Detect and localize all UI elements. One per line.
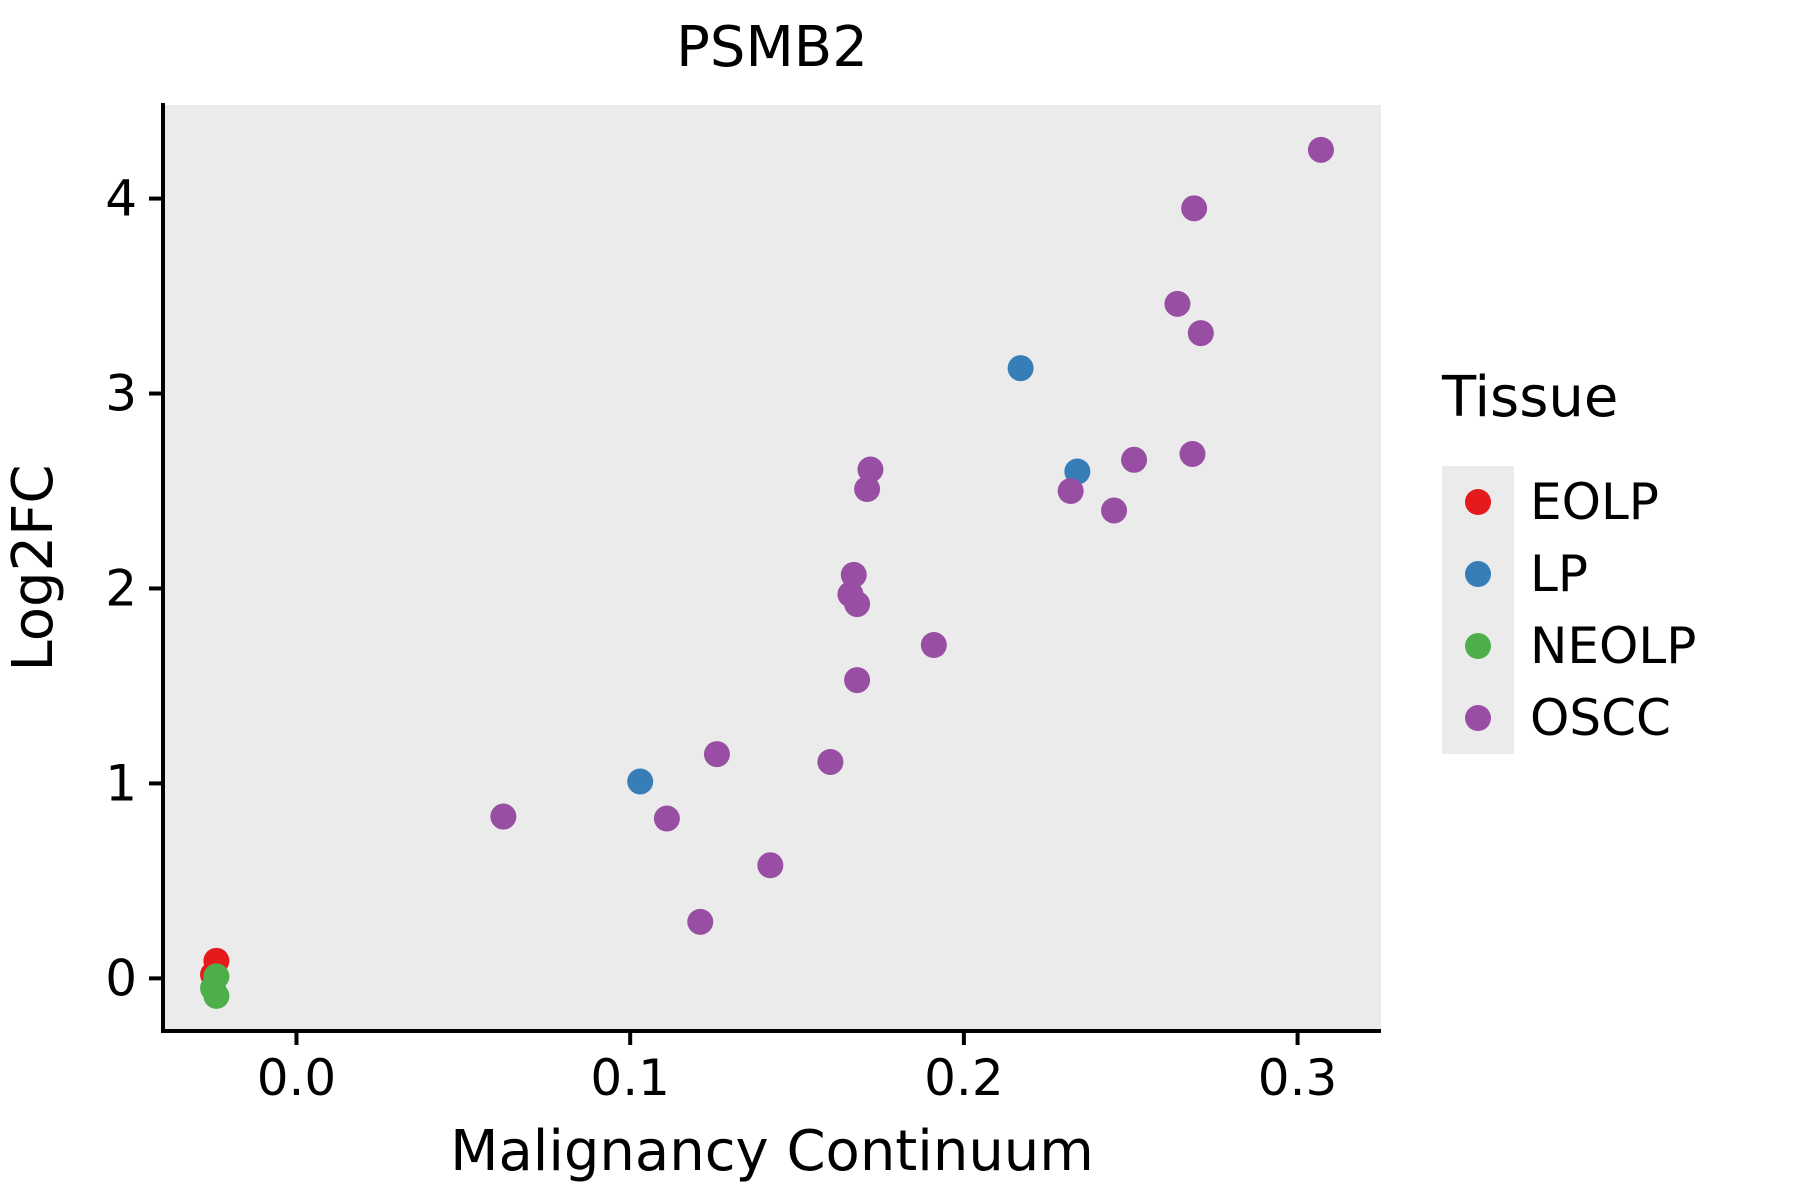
legend-dot-neolp	[1465, 633, 1491, 660]
y-tick-label: 2	[105, 559, 137, 617]
lp-dot-icon	[1465, 561, 1491, 588]
data-point-oscc	[920, 632, 947, 659]
neolp-dot-icon	[1465, 633, 1491, 660]
legend-label-oscc: OSCC	[1530, 689, 1671, 748]
x-tick-label: 0.3	[1258, 1049, 1338, 1107]
legend-key-oscc	[1442, 682, 1514, 755]
legend-label-eolp: EOLP	[1530, 473, 1659, 532]
data-point-oscc	[844, 667, 871, 694]
legend-label-neolp: NEOLP	[1530, 617, 1697, 676]
legend-row-lp: LP	[1442, 538, 1696, 611]
data-point-lp	[627, 768, 654, 795]
y-tick-label: 1	[105, 754, 137, 812]
legend-row-oscc: OSCC	[1442, 682, 1696, 755]
data-point-oscc	[687, 908, 714, 935]
x-tick-label: 0.2	[924, 1049, 1004, 1107]
legend-row-eolp: EOLP	[1442, 466, 1696, 539]
data-point-lp	[1007, 355, 1034, 382]
oscc-dot-icon	[1465, 705, 1491, 732]
x-tick-label: 0.1	[590, 1049, 670, 1107]
legend-dot-lp	[1465, 561, 1491, 588]
x-axis-label: Malignancy Continuum	[450, 1119, 1094, 1184]
data-point-oscc	[844, 591, 871, 618]
data-point-oscc	[1057, 477, 1084, 504]
data-point-oscc	[757, 852, 784, 879]
data-point-oscc	[703, 741, 730, 768]
plot-panel	[163, 105, 1381, 1031]
data-point-oscc	[653, 805, 680, 832]
data-point-oscc	[854, 476, 881, 503]
data-point-oscc	[1101, 497, 1128, 524]
data-point-oscc	[1121, 446, 1148, 473]
data-point-oscc	[1181, 195, 1208, 222]
data-point-neolp	[203, 982, 230, 1009]
chart-title: PSMB2	[676, 15, 868, 80]
y-tick-label: 3	[105, 365, 137, 423]
legend-key-eolp	[1442, 466, 1514, 539]
data-point-oscc	[1307, 136, 1334, 163]
eolp-dot-icon	[1465, 489, 1491, 516]
points-layer	[200, 136, 1334, 1009]
legend-key-lp	[1442, 538, 1514, 611]
y-tick-label: 4	[105, 170, 137, 228]
y-axis-ticks: 0 1 2 3 4	[105, 170, 163, 1007]
x-tick-label: 0.0	[257, 1049, 337, 1107]
legend: Tissue EOLP LP NEOLP	[1442, 365, 1697, 755]
legend-title: Tissue	[1442, 365, 1619, 430]
legend-dot-oscc	[1465, 705, 1491, 732]
legend-row-neolp: NEOLP	[1442, 610, 1697, 683]
data-point-oscc	[1187, 320, 1214, 347]
y-axis-label: Log2FC	[1, 465, 66, 672]
data-point-oscc	[840, 561, 867, 588]
y-tick-label: 0	[105, 949, 137, 1007]
legend-key-neolp	[1442, 610, 1514, 683]
data-point-oscc	[817, 748, 844, 775]
data-point-oscc	[857, 456, 884, 483]
data-point-oscc	[490, 803, 517, 830]
legend-dot-eolp	[1465, 489, 1491, 516]
legend-label-lp: LP	[1530, 545, 1589, 604]
x-axis-ticks: 0.0 0.1 0.2 0.3	[257, 1031, 1338, 1107]
data-point-oscc	[1164, 290, 1191, 317]
data-point-oscc	[1179, 440, 1206, 467]
